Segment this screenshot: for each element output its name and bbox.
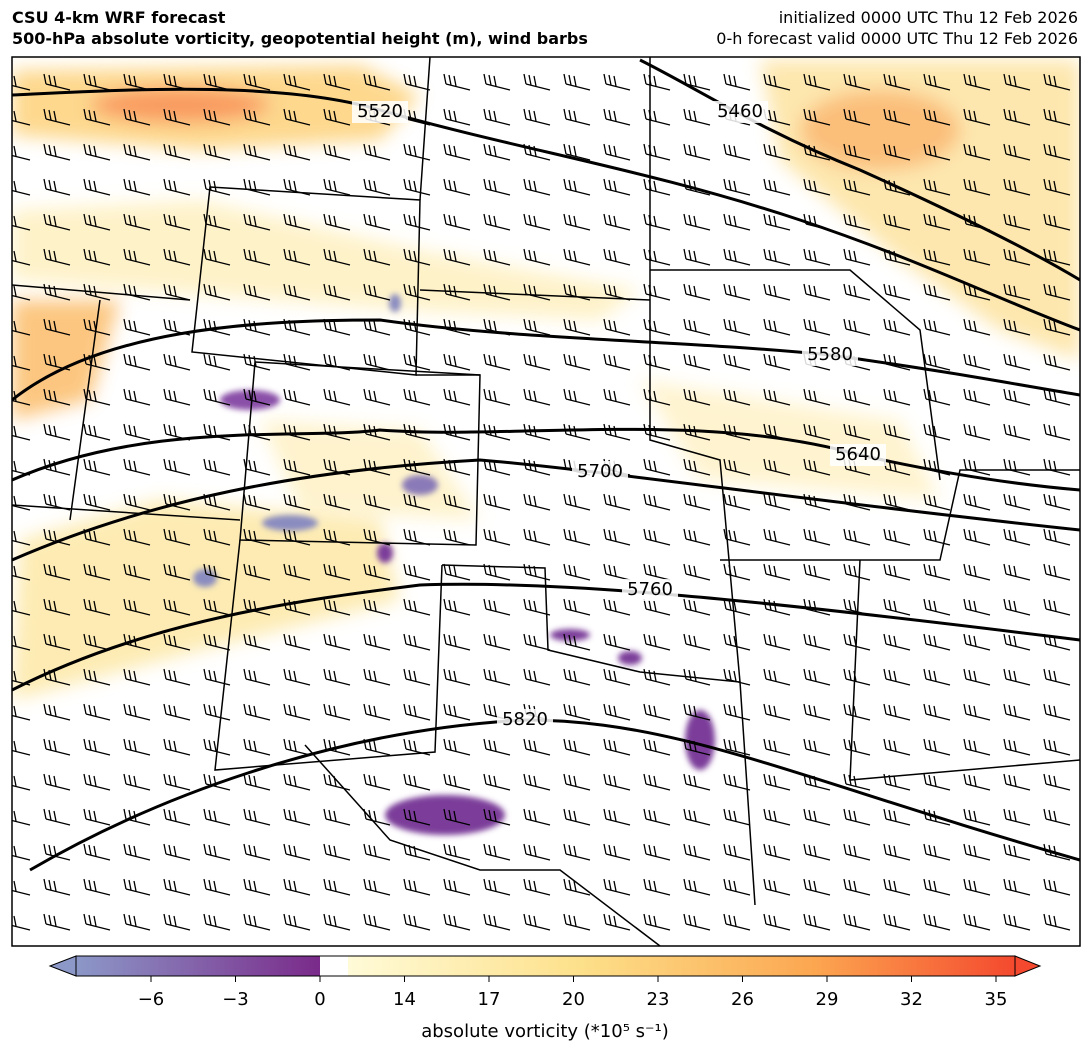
colorbar-tick-label: 35 [985,989,1008,1010]
colorbar-extend [1014,955,1042,977]
colorbar: absolute vorticity (*10⁵ s⁻¹) [48,955,1042,1042]
title-line: 500-hPa absolute vorticity, geopotential… [12,29,588,48]
colorbar-label: absolute vorticity (*10⁵ s⁻¹) [421,1021,669,1042]
colorbar-extend [48,955,77,977]
contour-label-bg [352,101,408,123]
contour-label-bg [830,444,886,466]
height-contours [12,58,1080,872]
map [12,57,1080,946]
colorbar-tick-label: 20 [562,989,585,1010]
colorbar-tick-label: 14 [393,989,416,1010]
colorbar-tick-label: −3 [222,989,249,1010]
colorbar-tick-label: 17 [478,989,501,1010]
colorbar-tick-label: 29 [816,989,839,1010]
colorbar-positive [348,956,1015,976]
contour-label: 5520 [357,101,403,122]
colorbar-tick-label: −6 [138,989,165,1010]
colorbar-frame [75,955,1016,977]
contour-label-bg [497,709,553,731]
colorbar-tick-label: 23 [647,989,670,1010]
contour-label: 5700 [577,461,623,482]
contour-label: 5760 [627,579,673,600]
title-line: CSU 4-km WRF forecast [12,8,226,27]
title-line: initialized 0000 UTC Thu 12 Feb 2026 [779,8,1078,27]
contour-label: 5580 [807,344,853,365]
colorbar-tick-label: 32 [900,989,923,1010]
contour-label-bg [572,461,628,483]
colorbar-negative [76,956,320,976]
colorbar-tick-label: 26 [731,989,754,1010]
contour-label: 5640 [835,444,881,465]
contour-label: 5460 [717,101,763,122]
state-borders [12,57,1080,946]
contour-label-bg [622,579,678,601]
colorbar-neutral [320,956,348,976]
map-frame [11,56,1081,947]
contour-label: 5820 [502,709,548,730]
contour-label-bg [802,344,858,366]
colorbar-tick-label: 0 [314,989,325,1010]
contour-label-bg [712,101,768,123]
title-line: 0-h forecast valid 0000 UTC Thu 12 Feb 2… [716,29,1078,48]
